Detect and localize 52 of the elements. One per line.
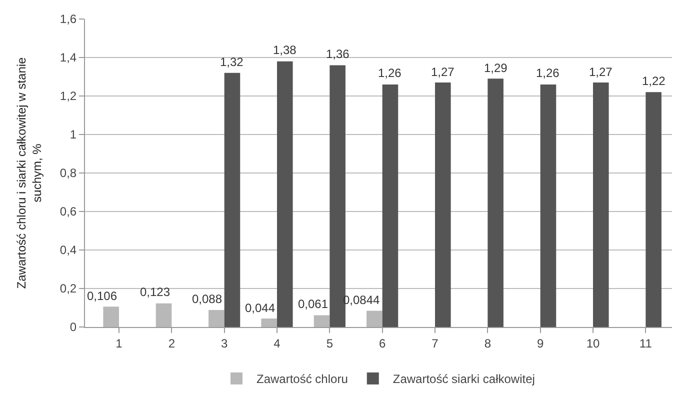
- bar: [593, 82, 609, 327]
- bar: [366, 310, 382, 327]
- y-tick-label: 1,2: [60, 89, 77, 104]
- data-label: 1,26: [536, 66, 560, 80]
- data-label: 0,061: [298, 297, 328, 311]
- data-label: 1,27: [589, 65, 613, 79]
- data-label: 1,32: [220, 55, 244, 69]
- bar: [314, 315, 330, 327]
- data-label: 0,106: [87, 289, 118, 303]
- bar: [646, 92, 662, 327]
- data-label: 1,29: [484, 61, 508, 75]
- bar: [382, 84, 398, 327]
- x-tick-label: 6: [378, 336, 386, 350]
- x-tick-label: 3: [220, 336, 228, 350]
- x-tick-label: 9: [536, 336, 544, 350]
- bar: [261, 318, 277, 327]
- bar: [330, 65, 346, 327]
- x-tick-label: 5: [326, 336, 334, 350]
- data-label: 0,088: [192, 292, 222, 306]
- y-tick-label: 0,4: [60, 243, 77, 258]
- legend-label: Zawartość siarki całkowitej: [392, 372, 535, 386]
- y-axis-title: Zawartość chloru i siarki całkowitej w stanie suchym, %: [14, 56, 44, 289]
- x-tick-label: 8: [484, 336, 492, 350]
- y-tick-label: 0,8: [60, 166, 77, 180]
- data-label: 0,123: [140, 285, 170, 299]
- x-tick-label: 1: [116, 336, 123, 350]
- bar: [277, 61, 293, 327]
- legend-label: Zawartość chloru: [256, 372, 348, 386]
- y-tick-label: 1,6: [60, 12, 77, 26]
- x-tick-label: 10: [586, 336, 600, 350]
- bar: [208, 310, 224, 327]
- bar: [224, 72, 240, 327]
- data-label: 1,36: [326, 47, 350, 61]
- data-label: 1,27: [431, 65, 455, 79]
- x-tick-label: 7: [432, 336, 439, 350]
- y-tick-label: 1: [70, 128, 77, 142]
- bar: [103, 306, 119, 327]
- y-tick-label: 0,6: [60, 204, 77, 219]
- data-label: 0,044: [245, 301, 276, 315]
- x-tick-label: 2: [168, 336, 176, 350]
- bar: [488, 78, 504, 327]
- data-label: 1,22: [642, 74, 666, 88]
- y-tick-label: 1,4: [60, 50, 77, 65]
- bar: [156, 303, 172, 327]
- x-tick-label: 4: [274, 336, 281, 350]
- y-tick-label: 0: [70, 320, 77, 334]
- x-tick-label: 11: [639, 336, 652, 350]
- bar: [540, 84, 556, 327]
- data-label: 1,26: [378, 66, 402, 80]
- y-tick-label: 0,2: [60, 282, 77, 296]
- bar: [435, 82, 451, 327]
- data-label: 1,38: [273, 43, 297, 57]
